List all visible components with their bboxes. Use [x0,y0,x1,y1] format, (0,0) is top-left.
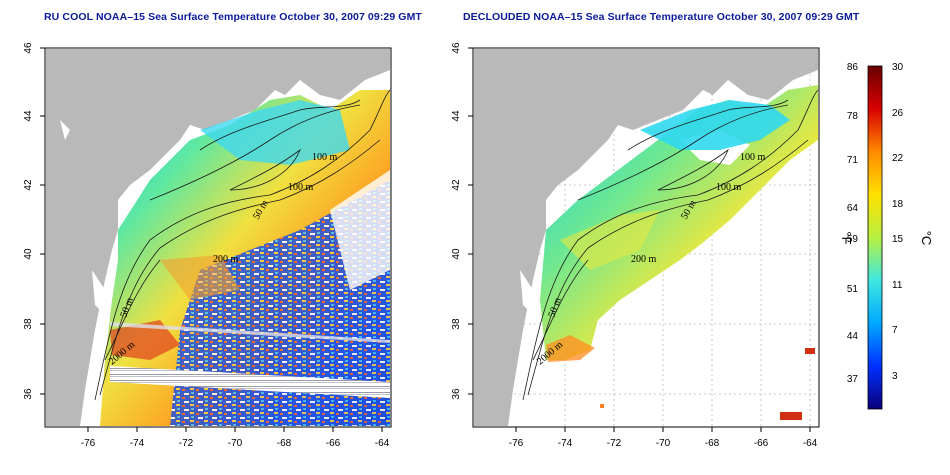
celsius-tick-label: 3 [892,371,898,382]
celsius-unit-label: °C [919,231,934,246]
left-sst-field [100,90,390,426]
lat-tick-label: 46 [23,42,34,54]
lat-tick-label: 44 [451,110,462,122]
right-map-title: DECLOUDED NOAA–15 Sea Surface Temperatur… [463,11,860,23]
celsius-tick-label: 7 [892,325,898,336]
lat-tick-label: 38 [23,318,34,330]
lat-tick-label: 40 [23,248,34,260]
lon-tick-label: -74 [130,438,145,449]
lon-tick-label: -64 [803,438,818,449]
left-lat-axis: 36 38 40 42 44 46 [23,42,45,400]
right-lon-axis: -76 -74 -72 -70 -68 -66 -64 [509,427,818,449]
contour-label: 100 m [312,152,338,163]
lon-tick-label: -74 [558,438,573,449]
lat-tick-label: 38 [451,318,462,330]
right-sst-field [540,85,818,420]
contour-label: 200 m [213,254,239,265]
temperature-colorbar: 86 78 71 64 59 51 44 37 30 26 22 18 15 1… [839,62,934,410]
contour-label: 100 m [716,182,742,193]
lon-tick-label: -68 [277,438,292,449]
lon-tick-label: -70 [228,438,243,449]
left-lon-axis: -76 -74 -72 -70 -68 -66 -64 [81,427,390,449]
lat-tick-label: 36 [23,388,34,400]
lon-tick-label: -70 [656,438,671,449]
lon-tick-label: -64 [375,438,390,449]
lat-tick-label: 40 [451,248,462,260]
fahrenheit-tick-label: 78 [847,111,859,122]
lon-tick-label: -76 [509,438,524,449]
left-map: 100 m 100 m 50 m 200 m 50 m 2000 m -76 -… [23,42,392,449]
celsius-tick-label: 11 [892,280,903,291]
lon-tick-label: -76 [81,438,96,449]
right-bathymetry-contours [522,89,819,401]
lon-tick-label: -72 [607,438,622,449]
left-map-title: RU COOL NOAA–15 Sea Surface Temperature … [44,11,422,23]
lon-tick-label: -66 [754,438,769,449]
contour-label: 200 m [631,254,657,265]
fahrenheit-ticks: 86 78 71 64 59 51 44 37 [847,62,859,385]
fahrenheit-tick-label: 86 [847,62,859,73]
right-land [474,49,818,426]
fahrenheit-tick-label: 59 [847,234,859,245]
fahrenheit-tick-label: 44 [847,331,859,342]
right-map: 100 m 100 m 50 m 200 m 50 m 2000 m -76 -… [451,42,820,449]
celsius-tick-label: 26 [892,108,904,119]
colorbar-gradient [867,65,883,410]
lat-tick-label: 42 [23,179,34,191]
fahrenheit-tick-label: 64 [847,203,859,214]
fahrenheit-tick-label: 51 [847,284,859,295]
lon-tick-label: -72 [179,438,194,449]
fahrenheit-unit-label: °F [839,231,854,244]
lon-tick-label: -68 [705,438,720,449]
lat-tick-label: 36 [451,388,462,400]
right-lat-axis: 36 38 40 42 44 46 [451,42,473,400]
celsius-tick-label: 15 [892,234,904,245]
left-land [46,49,390,426]
lat-tick-label: 42 [451,179,462,191]
lat-tick-label: 44 [23,110,34,122]
lat-tick-label: 46 [451,42,462,54]
celsius-tick-label: 22 [892,153,904,164]
celsius-tick-label: 30 [892,62,904,73]
contour-label: 100 m [740,152,766,163]
left-bathymetry-contours [94,89,391,401]
fahrenheit-tick-label: 71 [847,155,859,166]
celsius-ticks: 30 26 22 18 15 11 7 3 [892,62,904,382]
contour-label: 100 m [288,182,314,193]
fahrenheit-tick-label: 37 [847,374,859,385]
celsius-tick-label: 18 [892,199,904,210]
lon-tick-label: -66 [326,438,341,449]
